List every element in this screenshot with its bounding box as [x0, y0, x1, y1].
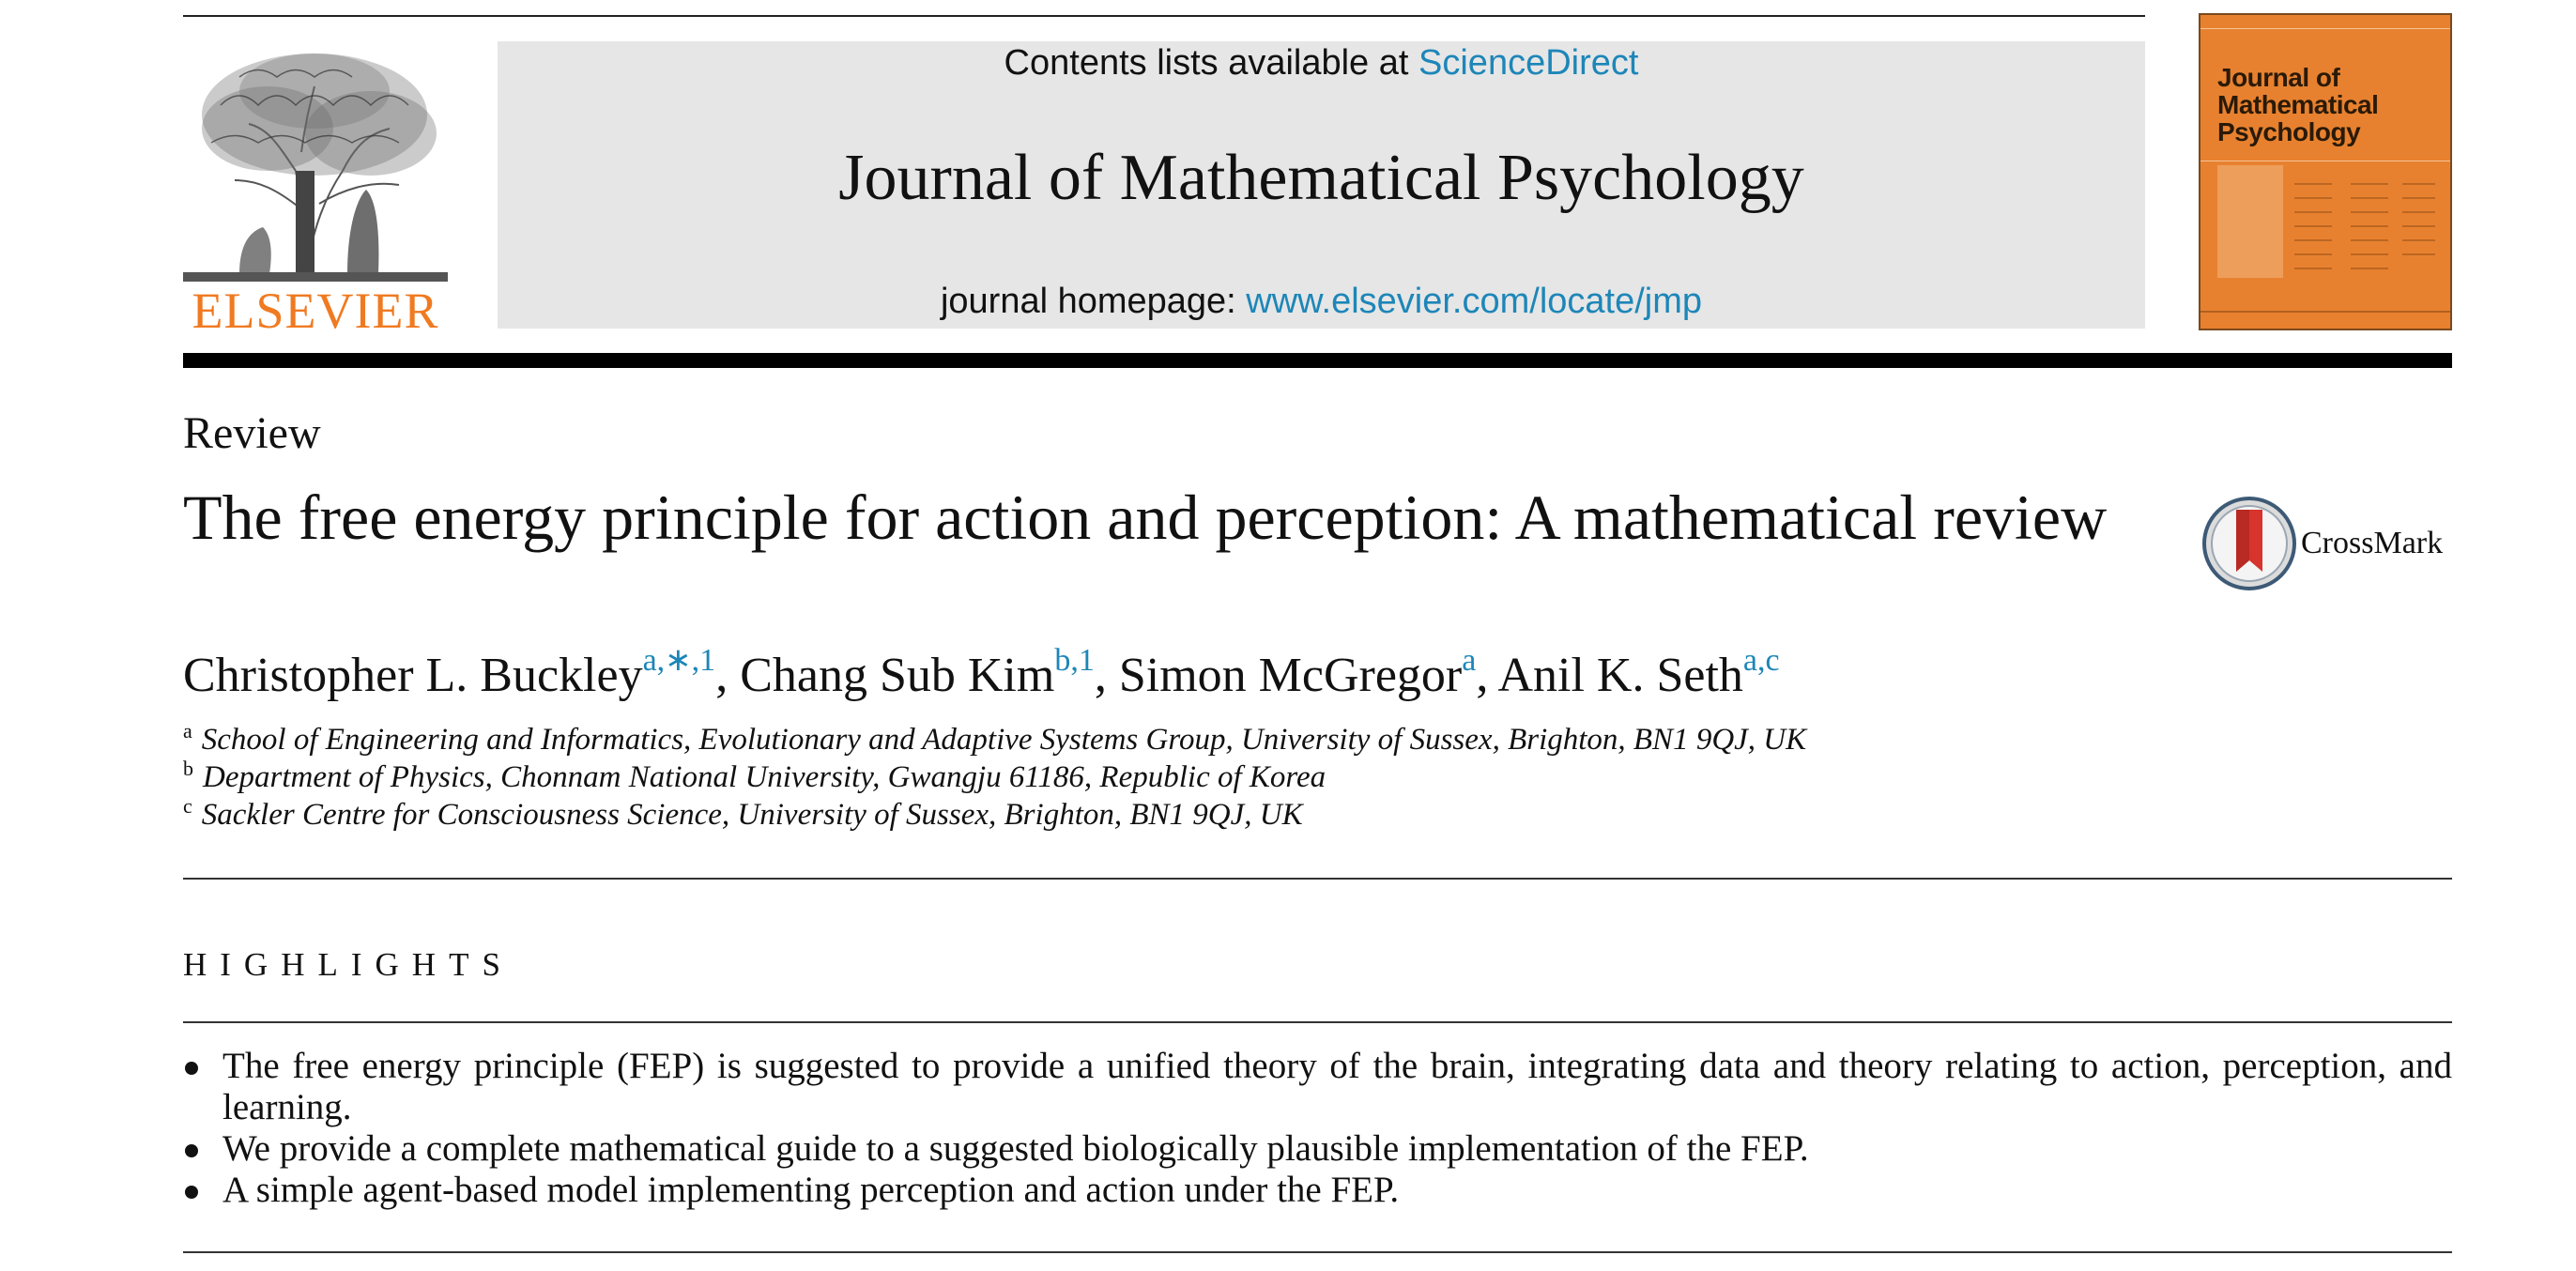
cover-title: Journal of Mathematical Psychology	[2217, 63, 2379, 146]
contents-prefix: Contents lists available at	[1004, 43, 1409, 83]
header-divider	[183, 353, 2452, 368]
section-divider	[183, 878, 2452, 880]
author-separator: ,	[1476, 649, 1498, 702]
author-separator: ,	[715, 649, 741, 702]
list-item: The free energy principle (FEP) is sugge…	[183, 1046, 2452, 1128]
list-item: A simple agent-based model implementing …	[183, 1170, 2452, 1211]
author-affil-marks[interactable]: a,c	[1742, 643, 1780, 678]
highlight-text: A simple agent-based model implementing …	[222, 1170, 1400, 1210]
elsevier-tree-icon	[183, 54, 448, 282]
homepage-prefix: journal homepage:	[940, 282, 1236, 321]
author-affil-marks[interactable]: a	[1462, 643, 1477, 678]
journal-title: Journal of Mathematical Psychology	[838, 142, 1804, 214]
affiliation-text: School of Engineering and Informatics, E…	[201, 723, 1807, 757]
article-title: The free energy principle for action and…	[183, 482, 2108, 553]
list-item: We provide a complete mathematical guide…	[183, 1128, 2452, 1170]
affiliation-mark: b	[183, 757, 193, 780]
author-name[interactable]: Christopher L. Buckley	[183, 649, 643, 702]
section-divider	[183, 1021, 2452, 1023]
homepage-line: journal homepage: www.elsevier.com/locat…	[498, 280, 2145, 323]
crossmark-label[interactable]: CrossMark	[2301, 526, 2444, 560]
author-separator: ,	[1094, 649, 1119, 702]
author-affil-marks[interactable]: b,1	[1054, 643, 1095, 678]
author-list: Christopher L. Buckleya,∗,1, Chang Sub K…	[183, 643, 2342, 706]
bullet-icon	[185, 1144, 198, 1157]
author-name[interactable]: Anil K. Seth	[1497, 649, 1743, 702]
top-rule	[183, 15, 2145, 17]
affiliation-b: b Department of Physics, Chonnam National…	[183, 758, 1326, 796]
author-affil-marks[interactable]: a,∗,1	[642, 643, 716, 678]
journal-cover: Journal of Mathematical Psychology	[2199, 13, 2452, 330]
highlight-text: The free energy principle (FEP) is sugge…	[222, 1046, 2452, 1127]
bullet-icon	[185, 1186, 198, 1199]
affiliation-mark: a	[183, 719, 192, 743]
sciencedirect-link[interactable]: ScienceDirect	[1418, 43, 1639, 83]
cover-contents-icon	[2200, 165, 2450, 313]
author-name[interactable]: Chang Sub Kim	[740, 649, 1055, 702]
highlight-text: We provide a complete mathematical guide…	[222, 1128, 1809, 1169]
contents-line: Contents lists available at ScienceDirec…	[498, 41, 2145, 84]
section-divider	[183, 1251, 2452, 1253]
bullet-icon	[185, 1062, 198, 1075]
article-type: Review	[183, 408, 321, 458]
publisher-name: ELSEVIER	[192, 283, 439, 339]
affiliation-a: a School of Engineering and Informatics, …	[183, 721, 1806, 758]
highlights-heading: HIGHLIGHTS	[183, 946, 514, 983]
highlights-list: The free energy principle (FEP) is sugge…	[183, 1046, 2452, 1211]
journal-header-box	[498, 41, 2145, 329]
affiliation-c: c Sackler Centre for Consciousness Scienc…	[183, 796, 1303, 834]
affiliation-mark: c	[183, 794, 192, 818]
author-name[interactable]: Simon McGregor	[1118, 649, 1463, 702]
affiliation-text: Sackler Centre for Consciousness Science…	[201, 798, 1303, 832]
crossmark-icon[interactable]	[2200, 495, 2473, 592]
journal-homepage-link[interactable]: www.elsevier.com/locate/jmp	[1246, 282, 1703, 321]
affiliation-text: Department of Physics, Chonnam National …	[203, 760, 1326, 794]
